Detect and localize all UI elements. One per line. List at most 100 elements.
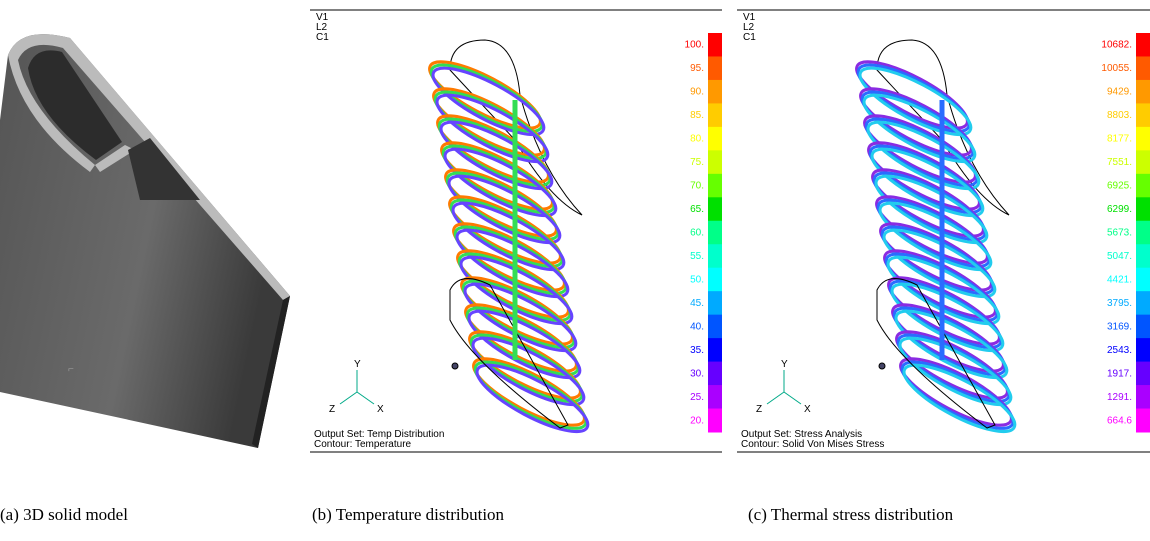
contour-loop — [895, 330, 1009, 400]
contour-loop — [453, 225, 568, 295]
contour-loop — [902, 363, 1017, 434]
contour-loop — [899, 357, 1013, 427]
node-dot — [878, 362, 886, 370]
contour-label: Contour: Temperature — [314, 439, 412, 450]
view-label: C1 — [743, 32, 756, 43]
contour-loop — [884, 252, 999, 322]
contour-loop — [887, 276, 1001, 346]
view-label: V1 — [316, 12, 329, 23]
contour-loop — [894, 309, 1009, 380]
legend-swatch — [708, 103, 722, 128]
contour-loop — [898, 336, 1013, 407]
node-dot — [451, 362, 459, 370]
legend-swatch — [1136, 173, 1150, 198]
legend-swatch — [708, 126, 722, 151]
legend-label: 45. — [690, 298, 704, 309]
legend-swatch — [1136, 56, 1150, 81]
legend-label: 9429. — [1107, 87, 1132, 98]
contour-loop — [867, 141, 981, 211]
outline — [449, 278, 569, 429]
contour-loop — [457, 252, 572, 322]
legend-swatch — [1136, 361, 1150, 386]
contour-loop — [890, 282, 1005, 353]
contour-loop — [444, 168, 558, 238]
contour-loop — [880, 225, 995, 295]
legend-label: 10682. — [1101, 40, 1132, 51]
legend-swatch — [708, 33, 722, 57]
contour-loop — [436, 114, 550, 184]
svg-text:⌐: ⌐ — [68, 364, 74, 375]
legend-label: 35. — [690, 345, 704, 356]
axis — [783, 391, 802, 405]
legend-label: 60. — [690, 228, 704, 239]
legend-swatch — [708, 56, 722, 81]
contour-loop — [855, 60, 969, 130]
legend-label: 95. — [690, 63, 704, 74]
contour-loop — [431, 66, 546, 137]
legend-label: 1917. — [1107, 368, 1132, 379]
legend-label: 65. — [690, 204, 704, 215]
legend-label: 40. — [690, 321, 704, 332]
contour-loop — [443, 147, 558, 218]
contour-loop — [862, 93, 977, 164]
contour-loop — [859, 87, 973, 157]
contour-loop — [460, 276, 574, 346]
contour-loop — [872, 171, 987, 241]
legend-swatch — [1136, 267, 1150, 292]
outline — [876, 278, 996, 429]
legend-label: 25. — [690, 392, 704, 403]
contour-loop — [871, 168, 985, 238]
axis-label: Z — [329, 404, 335, 415]
legend-swatch — [708, 197, 722, 222]
legend-swatch — [1136, 126, 1150, 151]
axis-label: Y — [781, 359, 788, 370]
view-label: V1 — [743, 12, 756, 23]
contour-loop — [900, 360, 1015, 430]
legend-swatch — [1136, 291, 1150, 316]
legend-label: 8177. — [1107, 134, 1132, 145]
legend-label: 10055. — [1101, 63, 1132, 74]
legend-label: 55. — [690, 251, 704, 262]
legend-label: 6925. — [1107, 181, 1132, 192]
legend-label: 85. — [690, 110, 704, 121]
contour-loop — [469, 333, 584, 403]
contour-loop — [437, 117, 552, 187]
contour-loop — [883, 249, 997, 319]
contour-loop — [428, 60, 542, 130]
caption: (a) 3D solid model — [0, 505, 128, 524]
legend-label: 1291. — [1107, 392, 1132, 403]
contour-loop — [866, 120, 981, 191]
contour-loop — [439, 120, 554, 191]
legend-swatch — [708, 314, 722, 339]
output-set: Output Set: Stress Analysis — [741, 429, 862, 440]
contour-loop — [461, 279, 576, 349]
legend-label: 30. — [690, 368, 704, 379]
legend-label: 6299. — [1107, 204, 1132, 215]
outline — [876, 39, 1010, 216]
contour-loop — [456, 249, 570, 319]
output-set: Output Set: Temp Distribution — [314, 429, 444, 440]
legend-swatch — [708, 173, 722, 198]
contour-loop — [870, 147, 985, 218]
legend-swatch — [1136, 338, 1150, 363]
legend-swatch — [1136, 33, 1150, 57]
legend-label: 5673. — [1107, 228, 1132, 239]
legend-swatch — [1136, 220, 1150, 245]
contour-loop — [882, 228, 997, 299]
contour-loop — [432, 87, 546, 157]
contour-loop — [459, 255, 574, 326]
contour-loop — [445, 171, 560, 241]
legend-swatch — [1136, 150, 1150, 175]
contour-loop — [463, 282, 578, 353]
legend-swatch — [708, 361, 722, 386]
contour-loop — [864, 117, 979, 187]
view-label: C1 — [316, 32, 329, 43]
legend-swatch — [1136, 79, 1150, 104]
contour-loop — [868, 144, 983, 214]
contour-loop — [467, 309, 582, 380]
legend-label: 70. — [690, 181, 704, 192]
contour-loop — [433, 90, 548, 160]
axis — [356, 391, 375, 405]
